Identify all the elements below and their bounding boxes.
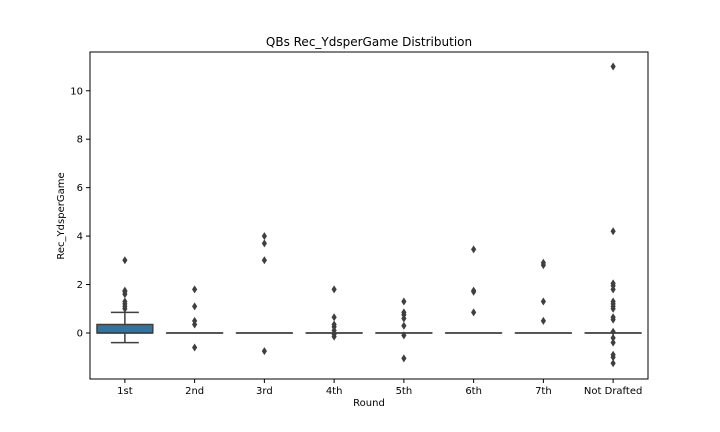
outlier-point: [331, 285, 337, 294]
box-group-7: [584, 62, 642, 368]
box-group-6: [514, 258, 573, 334]
box-group-2: [235, 232, 294, 356]
outlier-point: [192, 285, 198, 294]
y-tick-label: 10: [70, 86, 83, 97]
outlier-point: [610, 297, 616, 306]
outlier-point: [610, 279, 616, 288]
outlier-point: [610, 327, 616, 336]
x-tick-label: 6th: [465, 386, 482, 397]
outlier-point: [401, 331, 407, 340]
outlier-point: [261, 347, 267, 356]
box-iqr: [96, 323, 154, 334]
outlier-point: [540, 297, 546, 306]
outlier-point: [331, 313, 337, 322]
outlier-point: [192, 343, 198, 352]
x-tick-label: 2nd: [185, 386, 204, 397]
x-tick-label: 5th: [396, 386, 413, 397]
x-tick-label: 3rd: [256, 386, 273, 397]
box-group-5: [444, 245, 503, 334]
outlier-point: [610, 333, 616, 342]
x-tick-label: 7th: [535, 386, 552, 397]
outlier-point: [261, 239, 267, 248]
y-tick-label: 6: [77, 183, 83, 194]
outlier-point: [261, 256, 267, 265]
x-tick-label: Not Drafted: [584, 386, 642, 397]
outlier-point: [610, 62, 616, 71]
outlier-point: [401, 308, 407, 317]
plot-area: 0 2 4 6 8 10 1st 2nd 3rd 4th 5th 6th 7th Not Drafted: [70, 51, 649, 397]
outlier-point: [471, 286, 477, 295]
y-axis-label: Rec_YdsperGame: [56, 172, 67, 259]
outlier-point: [401, 297, 407, 306]
outlier-point: [192, 316, 198, 325]
outlier-point: [122, 286, 128, 295]
outlier-point: [401, 354, 407, 363]
box-group-4: [375, 297, 433, 363]
outlier-point: [122, 297, 128, 306]
x-tick-label: 1st: [117, 386, 133, 397]
box-group-3: [305, 285, 363, 341]
x-tick-label: 4th: [326, 386, 343, 397]
outlier-point: [471, 308, 477, 317]
outlier-point: [540, 258, 546, 267]
x-axis-label: Round: [353, 398, 385, 409]
outlier-point: [401, 321, 407, 330]
box-group-0: [96, 256, 154, 344]
outlier-point: [192, 302, 198, 311]
box-group-1: [165, 285, 224, 352]
plot-frame: [89, 51, 649, 380]
outlier-point: [610, 338, 616, 347]
y-tick-label: 8: [77, 135, 83, 146]
outlier-point: [261, 232, 267, 241]
outlier-point: [540, 316, 546, 325]
outlier-point: [331, 320, 337, 329]
chart-title: QBs Rec_YdsperGame Distribution: [266, 35, 472, 49]
outlier-point: [610, 313, 616, 322]
y-tick-label: 4: [77, 232, 83, 243]
outlier-point: [471, 245, 477, 254]
y-tick-label: 0: [77, 328, 83, 339]
outlier-point: [610, 227, 616, 236]
outlier-point: [610, 350, 616, 359]
outlier-point: [122, 256, 128, 265]
y-tick-label: 2: [77, 280, 83, 291]
outlier-point: [610, 359, 616, 368]
